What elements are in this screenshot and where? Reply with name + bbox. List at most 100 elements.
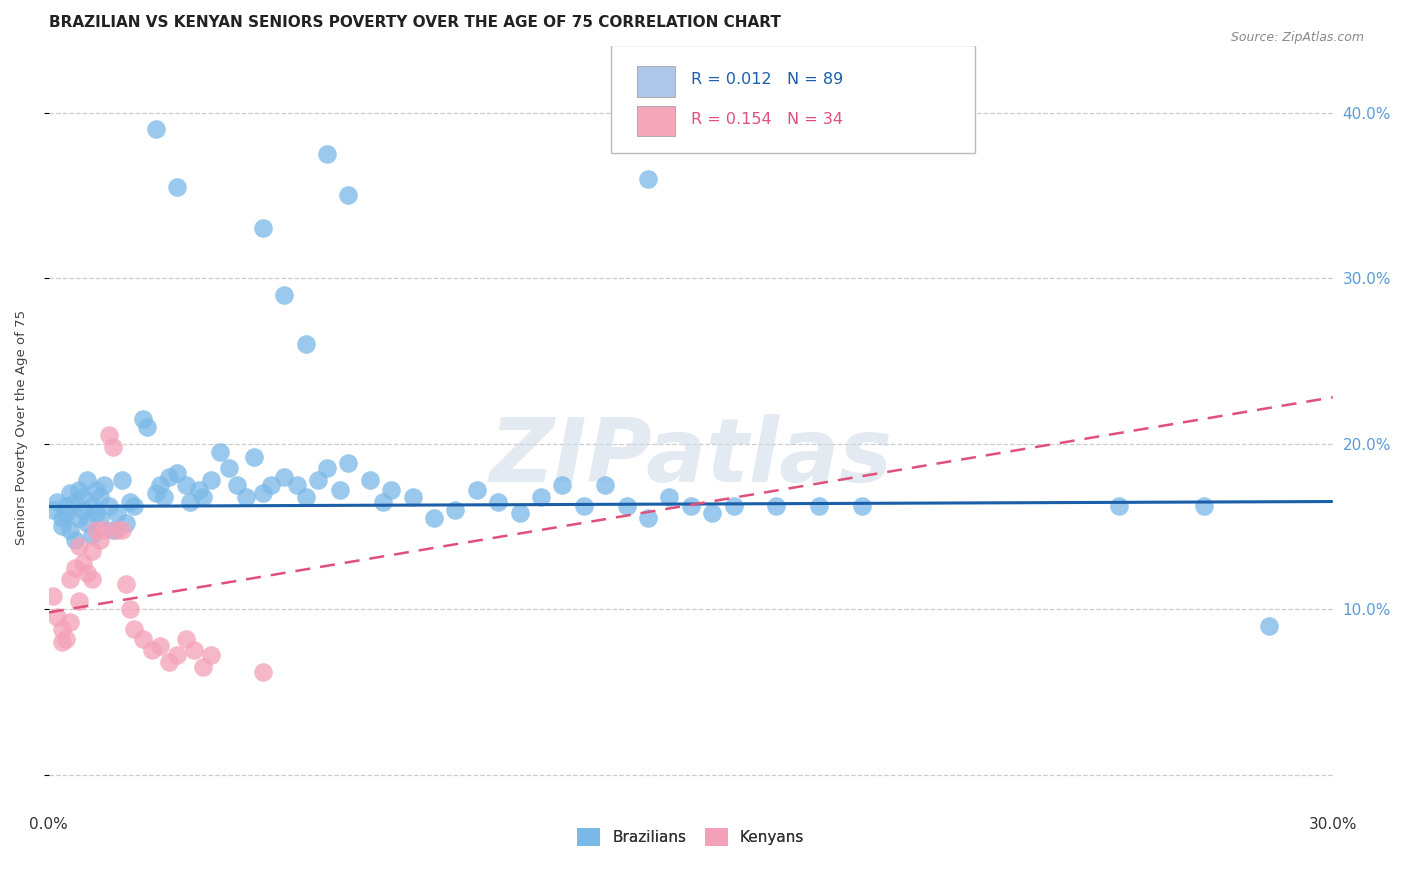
Point bbox=[67, 539, 90, 553]
Point bbox=[115, 516, 138, 530]
Point bbox=[72, 556, 94, 570]
Point bbox=[200, 648, 222, 663]
Point bbox=[80, 544, 103, 558]
Point bbox=[174, 632, 197, 646]
Point bbox=[616, 500, 638, 514]
Point bbox=[93, 523, 115, 537]
Legend: Brazilians, Kenyans: Brazilians, Kenyans bbox=[569, 821, 811, 854]
Point bbox=[76, 516, 98, 530]
Point bbox=[808, 500, 831, 514]
Point bbox=[1257, 618, 1279, 632]
Point bbox=[509, 506, 531, 520]
Point bbox=[153, 490, 176, 504]
Point bbox=[42, 503, 65, 517]
Point bbox=[166, 180, 188, 194]
Point bbox=[51, 519, 73, 533]
Point bbox=[337, 457, 360, 471]
Point bbox=[76, 473, 98, 487]
Point bbox=[166, 648, 188, 663]
Point bbox=[294, 337, 316, 351]
Point bbox=[252, 221, 274, 235]
Point bbox=[89, 511, 111, 525]
Point bbox=[55, 506, 77, 520]
Point bbox=[218, 461, 240, 475]
Point bbox=[84, 506, 107, 520]
Point bbox=[145, 486, 167, 500]
Point bbox=[124, 622, 146, 636]
Point bbox=[149, 639, 172, 653]
Point bbox=[572, 500, 595, 514]
Point bbox=[59, 523, 82, 537]
Point bbox=[329, 483, 352, 497]
Point bbox=[59, 486, 82, 500]
Point bbox=[273, 287, 295, 301]
Point bbox=[46, 610, 69, 624]
Point bbox=[260, 478, 283, 492]
Point bbox=[93, 478, 115, 492]
Point bbox=[637, 171, 659, 186]
Point bbox=[252, 486, 274, 500]
Point bbox=[285, 478, 308, 492]
Point bbox=[316, 461, 339, 475]
Point bbox=[235, 490, 257, 504]
Point bbox=[67, 483, 90, 497]
Point bbox=[51, 511, 73, 525]
Point bbox=[55, 500, 77, 514]
Point bbox=[51, 622, 73, 636]
Point bbox=[84, 523, 107, 537]
Point bbox=[637, 511, 659, 525]
Point bbox=[141, 643, 163, 657]
Point bbox=[145, 122, 167, 136]
Point bbox=[1194, 500, 1216, 514]
FancyBboxPatch shape bbox=[637, 66, 675, 96]
Point bbox=[551, 478, 574, 492]
Point bbox=[593, 478, 616, 492]
Point bbox=[157, 469, 180, 483]
Point bbox=[110, 473, 132, 487]
Point bbox=[191, 660, 214, 674]
Text: Source: ZipAtlas.com: Source: ZipAtlas.com bbox=[1230, 31, 1364, 45]
Point bbox=[174, 478, 197, 492]
Point bbox=[105, 506, 128, 520]
Point bbox=[132, 411, 155, 425]
FancyBboxPatch shape bbox=[612, 45, 974, 153]
Point bbox=[486, 494, 509, 508]
Point bbox=[337, 188, 360, 202]
Point bbox=[46, 494, 69, 508]
Point bbox=[851, 500, 873, 514]
Point bbox=[273, 469, 295, 483]
Point bbox=[105, 523, 128, 537]
Text: ZIPatlas: ZIPatlas bbox=[489, 414, 893, 501]
Point bbox=[136, 420, 159, 434]
Point bbox=[67, 511, 90, 525]
Point bbox=[166, 467, 188, 481]
Point bbox=[97, 428, 120, 442]
Text: R = 0.012   N = 89: R = 0.012 N = 89 bbox=[690, 72, 844, 87]
Point bbox=[97, 500, 120, 514]
Point bbox=[72, 490, 94, 504]
Text: R = 0.154   N = 34: R = 0.154 N = 34 bbox=[690, 112, 842, 127]
Point bbox=[658, 490, 681, 504]
Point bbox=[89, 490, 111, 504]
Point bbox=[1108, 500, 1130, 514]
Point bbox=[59, 572, 82, 586]
Point bbox=[294, 490, 316, 504]
Point bbox=[80, 572, 103, 586]
Point bbox=[110, 523, 132, 537]
Point bbox=[89, 533, 111, 547]
Point bbox=[308, 473, 330, 487]
Point bbox=[149, 478, 172, 492]
Point bbox=[55, 632, 77, 646]
Point bbox=[226, 478, 249, 492]
Point bbox=[80, 500, 103, 514]
Point bbox=[723, 500, 745, 514]
Point bbox=[120, 494, 142, 508]
Point bbox=[101, 440, 124, 454]
Point bbox=[84, 483, 107, 497]
Point bbox=[115, 577, 138, 591]
Text: BRAZILIAN VS KENYAN SENIORS POVERTY OVER THE AGE OF 75 CORRELATION CHART: BRAZILIAN VS KENYAN SENIORS POVERTY OVER… bbox=[49, 15, 780, 30]
Point bbox=[179, 494, 201, 508]
Point bbox=[51, 635, 73, 649]
Point bbox=[465, 483, 488, 497]
Point bbox=[63, 494, 86, 508]
